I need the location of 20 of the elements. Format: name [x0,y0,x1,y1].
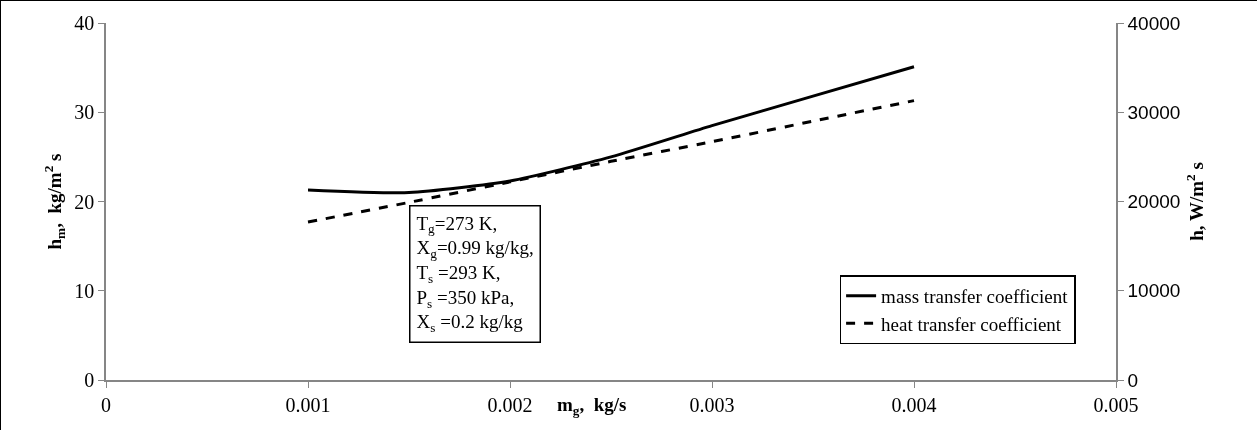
y2-tick-label: 0 [1127,369,1139,391]
x-tick-label: 0.005 [1093,393,1139,416]
y2-tick-label: 30000 [1127,101,1181,123]
legend-label: mass transfer coefficient [881,286,1069,308]
x-tick-label: 0.004 [891,393,937,416]
y-tick-label: 10 [74,279,95,302]
x-tick-label: 0.001 [285,393,331,416]
y-tick-label: 20 [74,190,95,213]
text: T$_{g}$=273 K, X$_{g}$=0.99 kg/kg, T$_{s}$ =293 K, P$_{s}$ =350 kPa, X$_{s}$ =0.2 kg/kg [416,212,534,336]
x-tick-label: 0.002 [487,393,533,416]
y2-tick-label: 40000 [1127,12,1181,34]
y-tick-label: 40 [74,12,95,34]
legend-label: heat transfer coefficient [881,313,1062,335]
x-tick-label: 0.003 [689,393,735,416]
x-axis-title: m$_{g}$, kg/s [557,394,627,418]
y-tick-label: 30 [74,101,95,124]
y-tick-label: 0 [84,369,95,391]
x-tick-label: 0 [101,393,111,416]
y2-tick-label: 20000 [1127,191,1181,213]
y2-tick-label: 10000 [1127,280,1181,302]
